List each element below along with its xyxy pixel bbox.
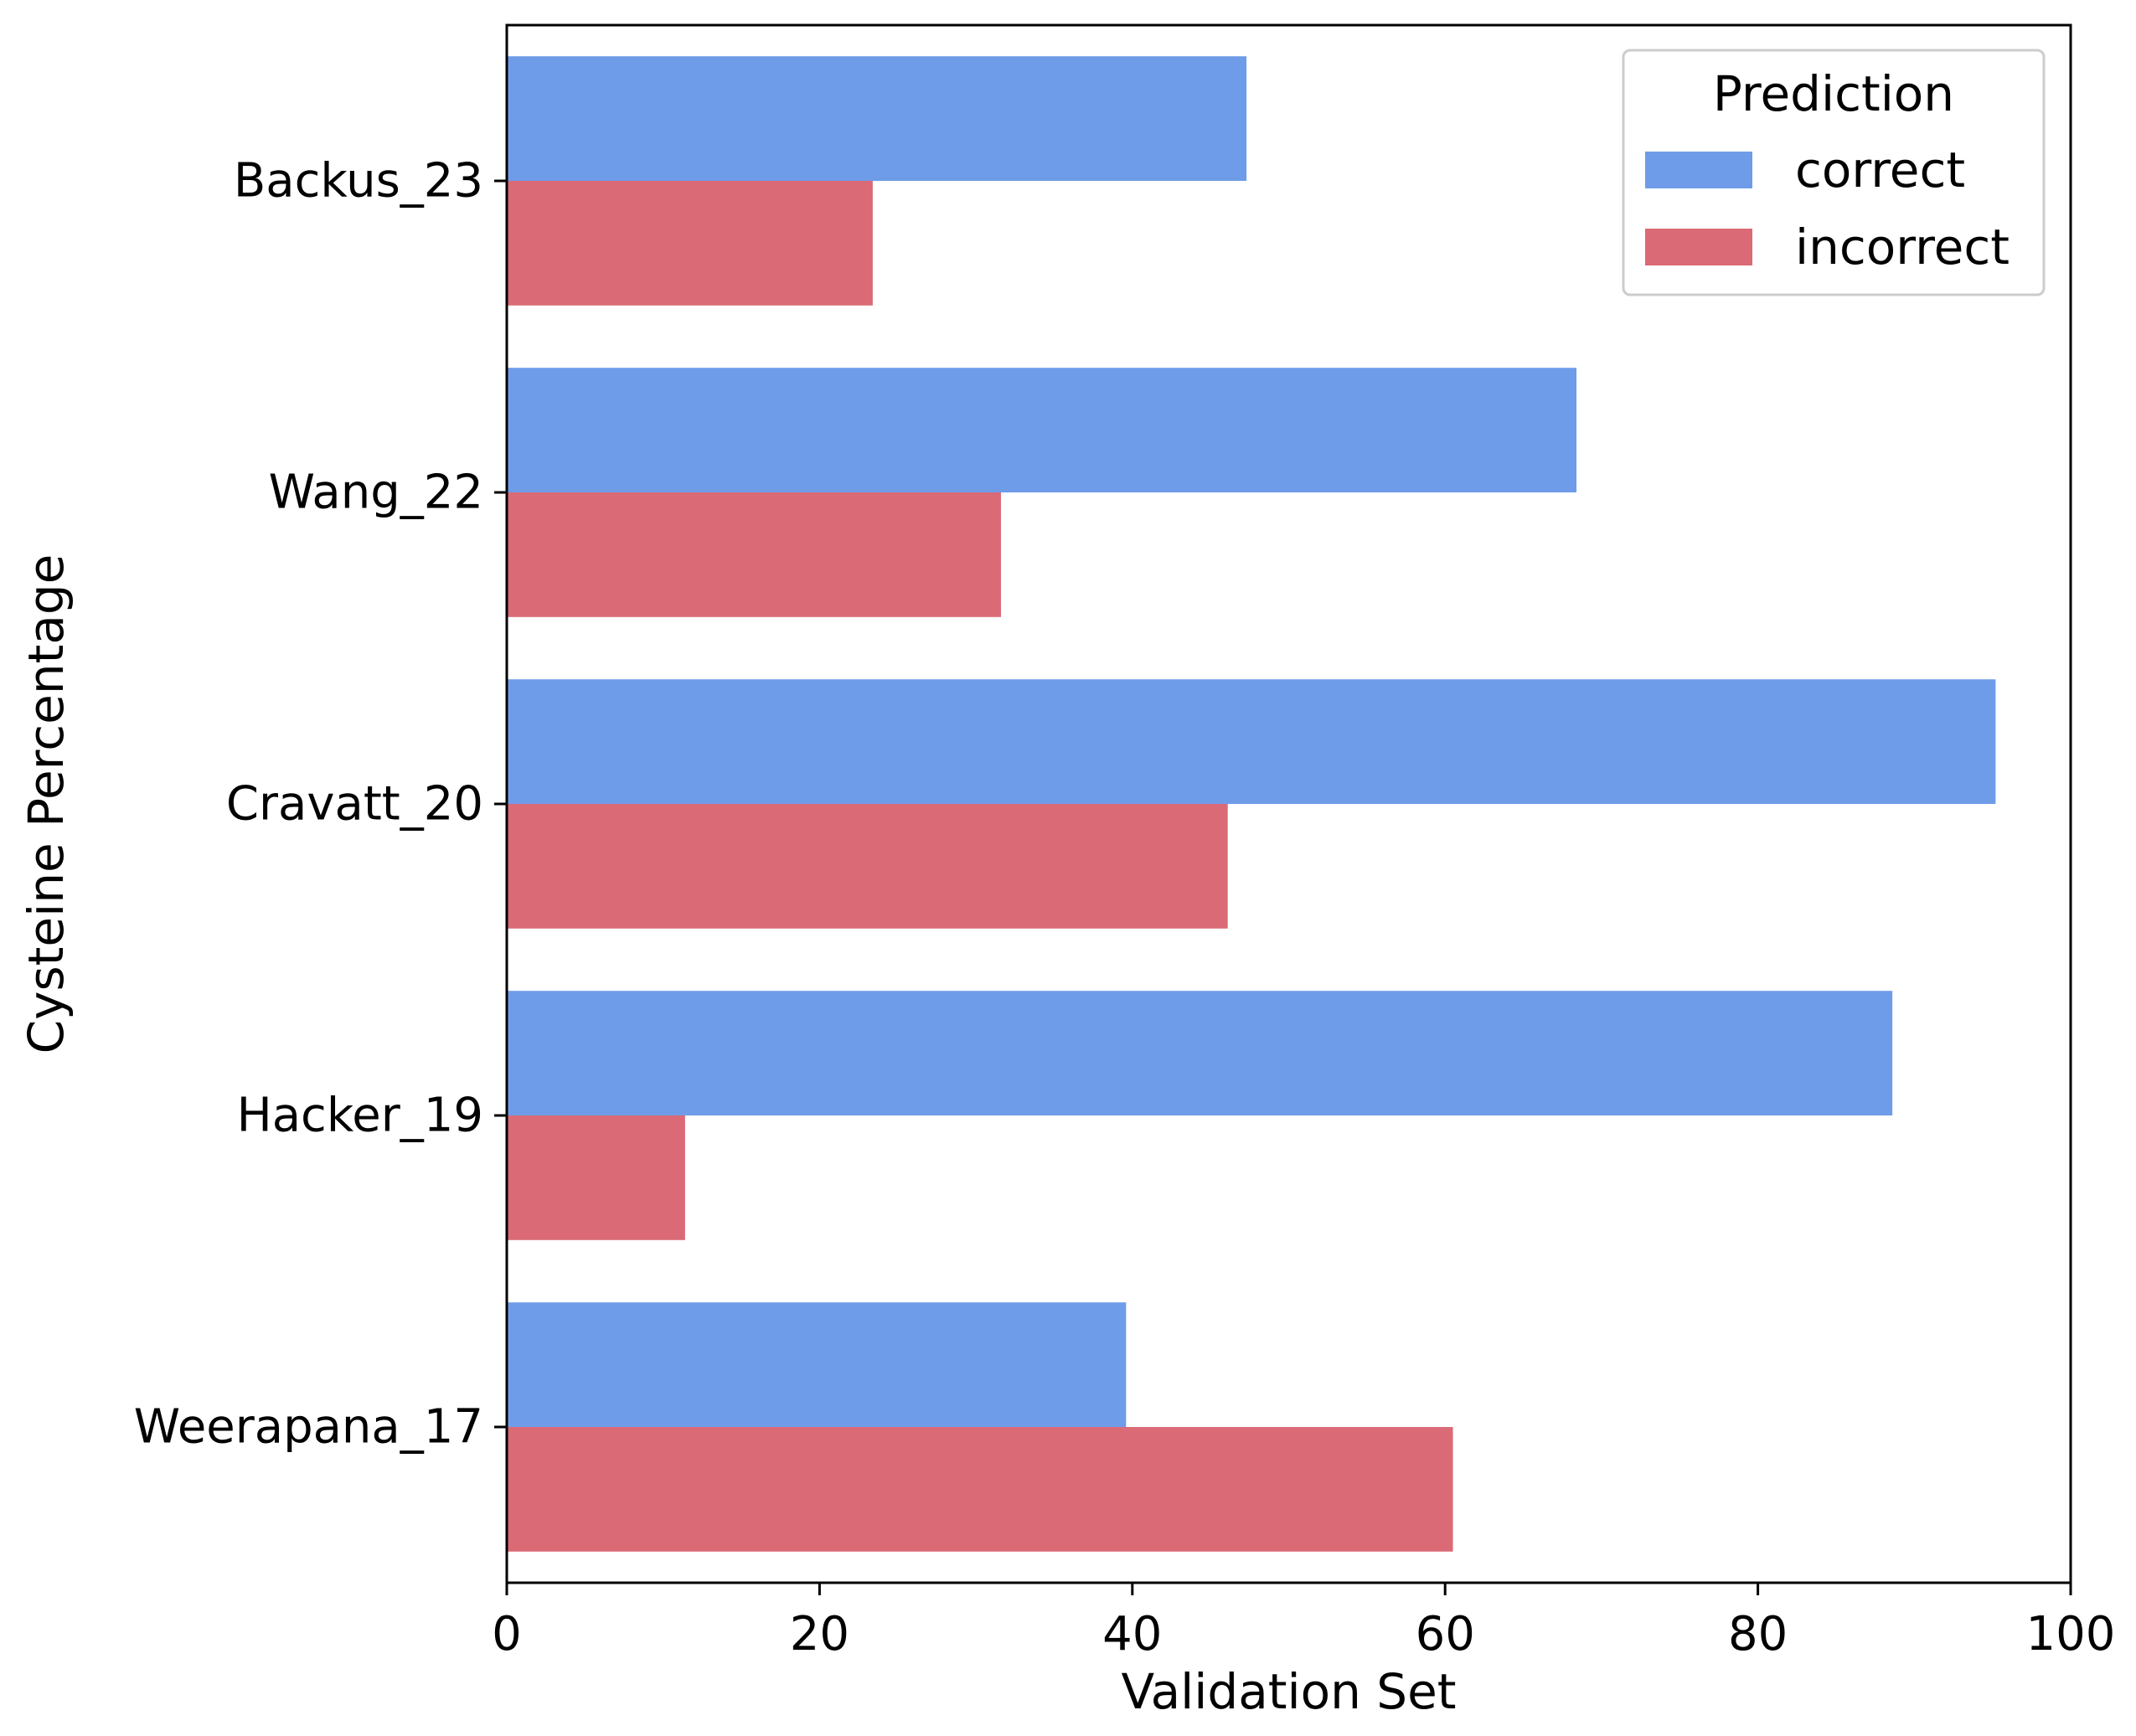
x-tick-label-20: 20 <box>790 1607 849 1661</box>
x-tick-label-60: 60 <box>1416 1607 1475 1661</box>
y-tick-label-backus-23: Backus_23 <box>234 154 483 209</box>
bar-correct-wang-22 <box>507 368 1577 492</box>
bar-incorrect-backus-23 <box>507 181 873 306</box>
legend-swatch-incorrect <box>1645 229 1752 265</box>
x-tick-label-0: 0 <box>492 1607 522 1661</box>
y-tick-label-hacker-19: Hacker_19 <box>237 1089 483 1143</box>
y-tick-label-weerapana-17: Weerapana_17 <box>134 1400 483 1455</box>
x-tick-label-40: 40 <box>1102 1607 1162 1661</box>
y-axis-label: Cysteine Percentage <box>18 554 75 1054</box>
bar-correct-hacker-19 <box>507 991 1893 1115</box>
legend-title: Prediction <box>1713 65 1954 122</box>
y-tick-label-cravatt-20: Cravatt_20 <box>226 777 483 832</box>
bar-incorrect-wang-22 <box>507 492 1001 617</box>
legend-label-incorrect: incorrect <box>1795 219 2010 276</box>
x-tick-label-80: 80 <box>1728 1607 1788 1661</box>
x-tick-label-100: 100 <box>2026 1607 2116 1661</box>
legend-items: correct incorrect <box>1645 142 2010 276</box>
legend: Prediction correct incorrect <box>1622 49 2046 296</box>
axes-group: Backus_23 Wang_22 Cravatt_20 Hacker_19 Weera… <box>134 23 2116 1661</box>
y-tick-label-wang-22: Wang_22 <box>269 466 483 520</box>
bar-correct-weerapana-17 <box>507 1302 1127 1427</box>
bar-correct-backus-23 <box>507 56 1247 181</box>
bar-incorrect-hacker-19 <box>507 1115 685 1240</box>
bar-incorrect-cravatt-20 <box>507 804 1228 929</box>
legend-swatch-correct <box>1645 152 1752 188</box>
legend-label-correct: correct <box>1795 142 1965 198</box>
bar-incorrect-weerapana-17 <box>507 1427 1453 1552</box>
x-axis-label: Validation Set <box>1121 1663 1456 1720</box>
bar-correct-cravatt-20 <box>507 679 1996 804</box>
bars-group <box>507 56 1996 1552</box>
